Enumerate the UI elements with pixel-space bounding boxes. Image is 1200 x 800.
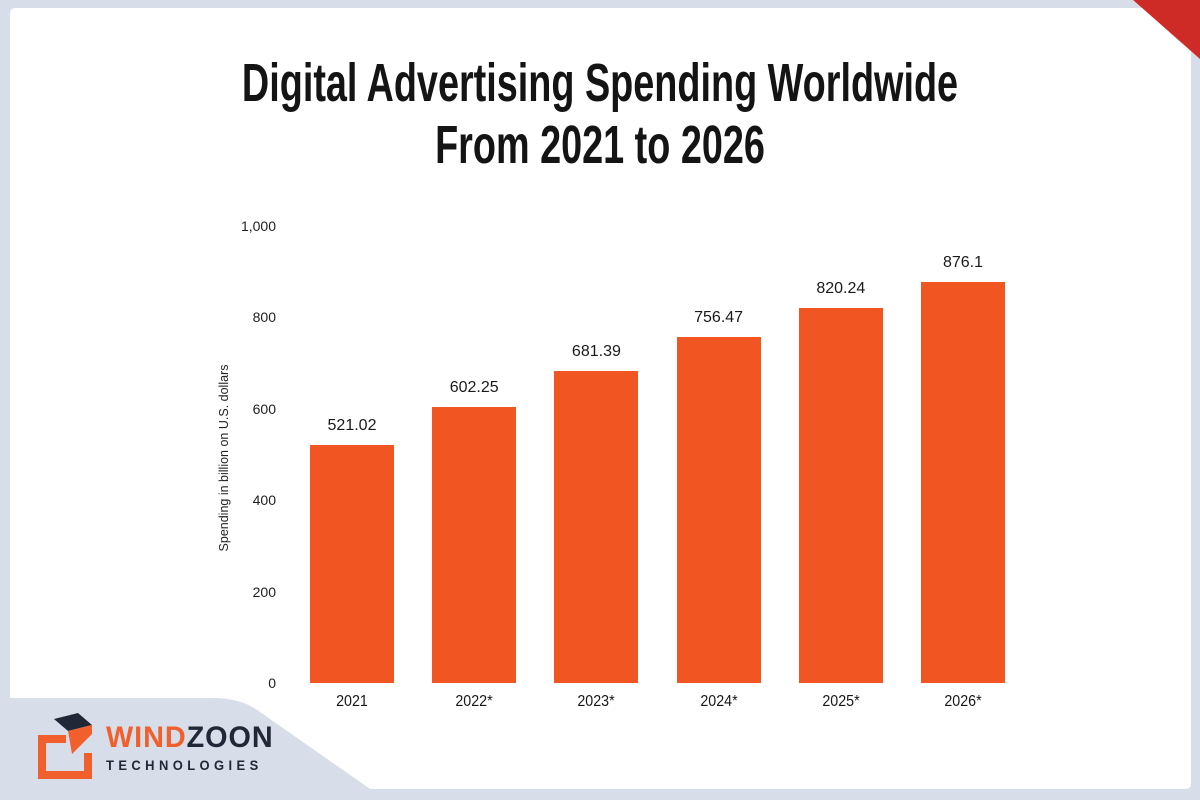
y-tick-label: 800 (252, 309, 276, 325)
x-axis-label: 2025* (822, 693, 860, 710)
x-axis-label: 2026* (944, 693, 982, 710)
bar-value-label: 602.25 (449, 379, 499, 397)
chart-title-line2: From 2021 to 2026 (435, 115, 765, 175)
logo-subtitle: TECHNOLOGIES (106, 758, 263, 773)
y-tick-label: 200 (252, 583, 276, 600)
y-tick-label: 600 (252, 400, 276, 417)
bar-2026 (921, 282, 1005, 683)
chart-title-line1: Digital Advertising Spending Worldwide (241, 53, 959, 113)
footer-curve (0, 698, 386, 800)
x-axis-label: 2024* (699, 693, 738, 710)
bar-value-label: 521.02 (327, 416, 377, 434)
bar-value-label: 820.24 (816, 279, 866, 297)
bar-2024 (676, 336, 761, 683)
bar-value-label: 876.1 (942, 254, 984, 272)
bar-2021 (310, 444, 394, 683)
logo-name-zoon: ZOON (186, 721, 274, 754)
x-axis-label: 2021 (336, 693, 368, 710)
y-tick-label: 0 (268, 675, 276, 691)
y-axis-title: Spending in billion on U.S. dollars (217, 364, 231, 552)
y-tick-label: 400 (252, 492, 276, 508)
y-tick-label: 1,000 (240, 217, 276, 234)
bar-2025 (798, 307, 883, 683)
windzoon-logo: WINDZOON TECHNOLOGIES (36, 712, 281, 782)
logo-name-wind: WIND (106, 721, 187, 754)
logo-wordmark: WINDZOON TECHNOLOGIES (106, 722, 281, 775)
bar-2022 (432, 407, 517, 683)
windzoon-logo-icon (38, 713, 92, 779)
chart-title: Digital Advertising Spending Worldwide F… (180, 52, 1020, 176)
bar-value-label: 756.47 (694, 308, 744, 326)
x-axis-label: 2022* (455, 693, 493, 710)
bar-value-label: 681.39 (571, 343, 621, 361)
logo-name: WINDZOON (106, 722, 274, 754)
bar-2023 (554, 371, 639, 683)
x-axis-label: 2023* (577, 693, 616, 710)
